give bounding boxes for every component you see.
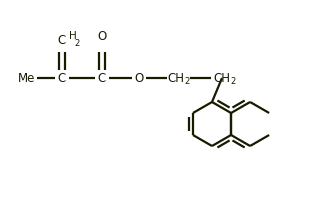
Text: H: H [69,31,77,41]
Text: O: O [97,29,107,43]
Text: CH: CH [213,71,230,85]
Text: Me: Me [18,71,35,85]
Text: 2: 2 [230,77,236,87]
Text: O: O [134,71,144,85]
Text: C: C [98,71,106,85]
Text: 2: 2 [74,38,80,48]
Text: C: C [58,71,66,85]
Text: 2: 2 [184,77,190,87]
Text: CH: CH [167,71,184,85]
Text: C: C [58,33,66,47]
